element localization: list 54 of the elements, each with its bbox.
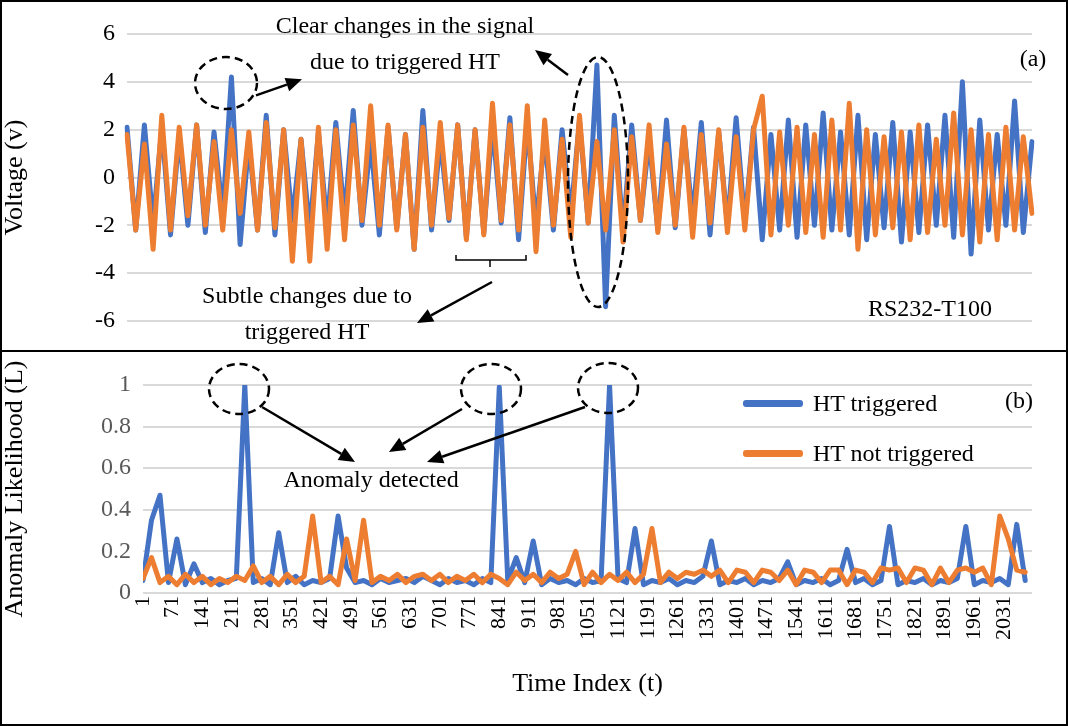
y-tick-label: 0.6 (101, 453, 131, 480)
annotation: RS232-T100 (867, 295, 993, 322)
x-tick-label: 841 (485, 596, 511, 629)
x-tick-label: 1891 (930, 596, 956, 640)
y-tick-label: 0.2 (101, 536, 131, 563)
y-tick-label: 0.8 (101, 411, 131, 438)
x-tick-label: 1331 (692, 596, 718, 640)
y-tick-label: 2 (103, 114, 115, 141)
x-tick-label: 1751 (871, 596, 897, 640)
y-tick-label: 0 (119, 578, 131, 605)
x-tick-label: 771 (455, 596, 481, 629)
x-tick-label: 1611 (811, 596, 837, 640)
x-tick-label: 2031 (989, 596, 1015, 640)
x-tick-label: 1051 (574, 596, 600, 640)
x-tick-label: 1191 (633, 596, 659, 640)
y-tick-label: 1 (119, 370, 131, 397)
x-tick-label: 631 (395, 596, 421, 629)
x-tick-label: 561 (366, 596, 392, 629)
x-tick-label: 1821 (900, 596, 926, 640)
y-axis-title: Voltage (v) (0, 119, 29, 236)
y-tick-label: 6 (103, 19, 115, 46)
y-axis-title: Anomaly Likelihood (L) (0, 360, 29, 618)
legend-label: HT triggered (813, 389, 938, 417)
x-tick-label: 351 (277, 596, 303, 629)
x-tick-label: 1541 (781, 596, 807, 640)
x-tick-label: 421 (306, 596, 332, 629)
annotation: Subtle changes due to triggered HT (202, 282, 412, 345)
x-tick-label: 981 (544, 596, 570, 629)
y-tick-label: 0.4 (101, 495, 131, 522)
x-tick-label: 911 (514, 596, 540, 629)
y-tick-label: -4 (95, 258, 115, 285)
x-tick-label: 1 (128, 596, 154, 607)
y-tick-label: -6 (95, 306, 115, 333)
annotation: (a) (1019, 45, 1047, 72)
x-tick-label: 701 (425, 596, 451, 629)
annotation: Clear changes in the signal due to triggered HT (275, 12, 535, 75)
x-tick-label: 491 (336, 596, 362, 629)
annotation: (b) (1005, 387, 1033, 414)
x-tick-label: 1121 (603, 596, 629, 640)
x-tick-label: 1961 (960, 596, 986, 640)
x-tick-label: 211 (217, 596, 243, 629)
x-tick-label: 141 (188, 596, 214, 629)
x-tick-label: 1681 (841, 596, 867, 640)
y-tick-label: 4 (103, 67, 115, 94)
x-tick-label: 281 (247, 596, 273, 629)
annotation: Anomaly detected (283, 466, 459, 493)
y-tick-label: -2 (95, 210, 115, 237)
legend-label: HT not triggered (813, 439, 974, 467)
x-tick-label: 71 (158, 596, 184, 618)
x-tick-label: 1401 (722, 596, 748, 640)
x-axis-title: Time Index (t) (512, 668, 663, 698)
x-tick-label: 1471 (752, 596, 778, 640)
x-tick-label: 1261 (663, 596, 689, 640)
y-tick-label: 0 (103, 162, 115, 189)
